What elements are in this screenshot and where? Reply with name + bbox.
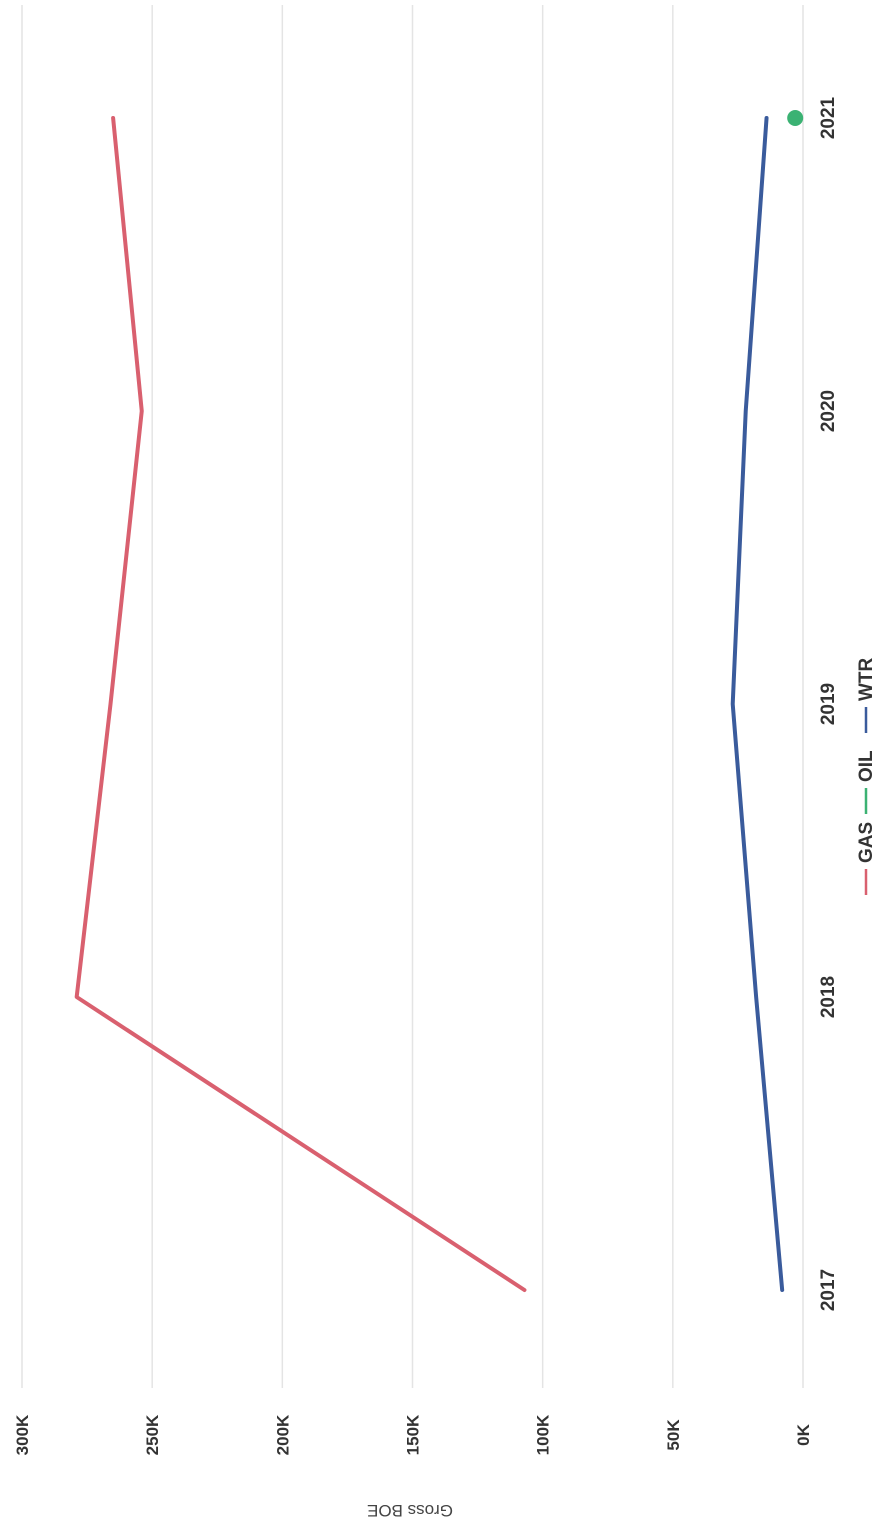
y-tick-label: 150K [404,1414,423,1455]
legend[interactable]: GAS OIL WTR [856,657,877,895]
legend-label: WTR [856,657,877,701]
gridlines [21,5,804,1388]
x-tick-label: 2019 [818,683,839,725]
legend-item-wtr[interactable]: WTR [856,657,877,733]
series-line-wtr [730,116,785,1292]
y-tick-label: 250K [143,1414,162,1455]
y-axis-ticks: 0K 50K 100K 150K 200K 250K 300K [13,1414,813,1455]
x-axis-ticks: 2017 2018 2019 2020 2021 [818,96,839,1311]
series-lines [74,110,804,1292]
legend-item-oil[interactable]: OIL [856,750,877,814]
y-tick-label: 200K [273,1414,292,1455]
x-tick-label: 2021 [818,96,839,139]
data-point-oil [787,110,804,126]
legend-item-gas[interactable]: GAS [856,822,877,895]
y-axis-title: Gross BOE [367,1501,453,1520]
x-tick-label: 2018 [818,976,839,1018]
series-line-gas [74,116,527,1292]
y-tick-label: 300K [13,1414,32,1455]
y-tick-label: 100K [534,1414,553,1455]
legend-label: OIL [856,750,877,782]
y-tick-label: 50K [664,1419,683,1451]
y-tick-label: 0K [794,1423,813,1445]
x-tick-label: 2017 [818,1269,839,1311]
legend-label: GAS [856,822,877,863]
x-tick-label: 2020 [818,390,839,432]
